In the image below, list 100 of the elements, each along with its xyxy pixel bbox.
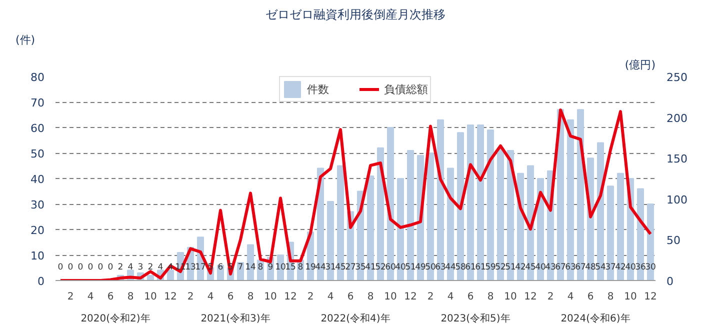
data-label: 43 — [545, 262, 556, 273]
x-tick-label: 2 — [547, 292, 554, 302]
bar — [607, 186, 614, 280]
data-label: 13 — [185, 262, 196, 273]
data-label: 0 — [68, 262, 74, 273]
bar — [437, 119, 444, 280]
data-label: 40 — [625, 262, 636, 273]
y-tick-label: 30 — [30, 198, 45, 212]
x-tick-label: 8 — [607, 292, 614, 302]
bar — [427, 152, 434, 280]
data-label: 61 — [475, 262, 486, 273]
data-label: 40 — [535, 262, 546, 273]
y2-tick-label: 200 — [666, 112, 688, 125]
data-label: 40 — [395, 262, 406, 273]
data-label: 37 — [605, 262, 616, 273]
bar — [327, 200, 334, 280]
bar — [247, 244, 254, 280]
data-label: 0 — [98, 262, 104, 273]
legend-label: 負債総額 — [384, 82, 428, 96]
data-label: 10 — [275, 262, 286, 273]
y-tick-label: 0 — [38, 275, 44, 288]
data-label: 52 — [495, 262, 506, 273]
data-label: 0 — [108, 262, 114, 273]
x-tick-label: 2 — [427, 292, 434, 302]
data-label: 67 — [555, 262, 566, 273]
y2-tick-label: 100 — [666, 193, 688, 206]
bar — [457, 132, 464, 280]
data-label: 2 — [118, 262, 124, 273]
data-label: 30 — [645, 262, 656, 273]
x-tick-label: 10 — [144, 292, 157, 302]
bar — [567, 119, 574, 280]
x-tick-label: 10 — [264, 292, 277, 302]
x-tick-label: 12 — [284, 292, 297, 302]
data-label: 11 — [175, 262, 186, 273]
bar — [387, 127, 394, 280]
data-label: 7 — [238, 262, 244, 273]
data-label: 48 — [585, 262, 596, 273]
y2-axis-title: (億円) — [624, 58, 656, 72]
data-label: 61 — [465, 262, 476, 273]
data-label: 51 — [405, 262, 416, 273]
x-tick-label: 6 — [227, 292, 234, 302]
bar — [407, 150, 414, 280]
bar — [337, 165, 344, 280]
data-label: 67 — [575, 262, 586, 273]
data-label: 58 — [455, 262, 466, 273]
data-label: 8 — [258, 262, 264, 273]
data-label: 42 — [615, 262, 626, 273]
data-label: 63 — [565, 262, 576, 273]
x-tick-label: 2 — [187, 292, 194, 302]
data-label: 31 — [325, 262, 336, 273]
bar — [167, 270, 174, 280]
bar — [487, 130, 494, 280]
bar — [447, 168, 454, 280]
bar — [147, 274, 154, 280]
data-label: 6 — [218, 262, 224, 273]
bar — [597, 142, 604, 280]
x-tick-label: 12 — [644, 292, 657, 302]
x-tick-label: 4 — [567, 292, 574, 302]
bar — [497, 147, 504, 280]
data-label: 52 — [375, 262, 386, 273]
data-label: 8 — [298, 262, 304, 273]
text: 2021(令和3)年 — [200, 312, 270, 324]
data-label: 63 — [435, 262, 446, 273]
text: 2024(令和6)年 — [560, 312, 630, 324]
x-tick-label: 10 — [504, 292, 517, 302]
y-tick-label: 50 — [30, 148, 45, 160]
data-label: 41 — [365, 262, 376, 273]
data-label: 3 — [138, 262, 144, 273]
bar — [467, 124, 474, 280]
legend-label: 件数 — [307, 82, 329, 96]
x-tick-label: 6 — [467, 292, 474, 302]
data-label: 60 — [385, 262, 396, 273]
x-tick-label: 12 — [524, 292, 537, 302]
data-label: 15 — [285, 262, 296, 273]
bar — [577, 109, 584, 280]
data-label: 35 — [355, 262, 366, 273]
data-label: 49 — [415, 262, 426, 273]
text: 2023(令和5)年 — [440, 312, 510, 324]
x-tick-label: 4 — [207, 292, 214, 302]
x-tick-label: 2 — [307, 292, 314, 302]
x-tick-label: 10 — [384, 292, 397, 302]
data-label: 4 — [158, 262, 164, 273]
data-label: 14 — [245, 262, 256, 273]
x-tick-label: 4 — [447, 292, 454, 302]
y2-tick-label: 150 — [666, 152, 688, 166]
data-label: 50 — [425, 262, 436, 273]
y-tick-label: 20 — [30, 224, 45, 237]
data-label: 17 — [195, 262, 206, 273]
data-label: 51 — [505, 262, 516, 273]
bar — [637, 188, 644, 280]
y-axis-title: (件) — [16, 34, 36, 46]
x-tick-label: 6 — [107, 292, 114, 302]
x-tick-label: 2 — [67, 292, 74, 302]
data-label: 44 — [315, 262, 326, 273]
data-label: 42 — [515, 262, 526, 273]
data-label: 36 — [635, 262, 646, 273]
data-label: 27 — [345, 262, 356, 273]
y2-tick-label: 50 — [666, 234, 680, 248]
x-tick-label: 8 — [247, 292, 254, 302]
data-label: 0 — [78, 262, 84, 273]
